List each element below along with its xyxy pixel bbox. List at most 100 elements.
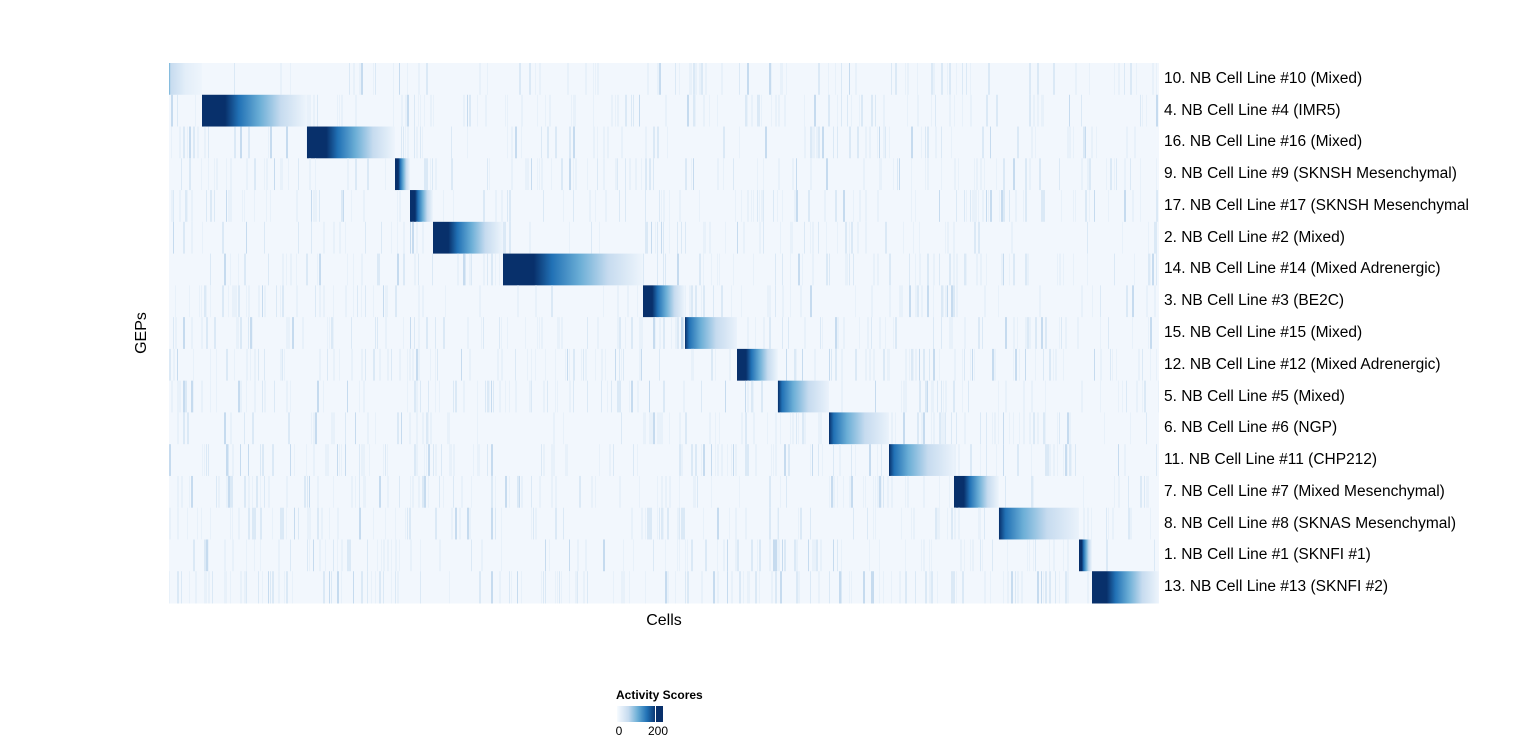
cell-stripe [907,63,909,96]
cell-stripe [863,158,865,191]
cell-stripe [1023,380,1025,413]
cell-stripe [1033,475,1034,509]
cell-stripe [298,221,299,255]
cell-stripe [1081,94,1082,128]
cell-stripe [775,253,776,286]
cell-stripe [994,348,996,382]
cell-stripe [629,158,631,191]
cell-stripe [583,348,584,382]
cell-stripe [899,571,901,604]
cell-stripe [412,475,414,509]
cell-stripe [1059,412,1060,445]
cell-stripe [613,444,614,477]
cell-stripe [607,380,608,413]
cell-stripe [790,412,791,445]
cell-stripe [715,348,716,382]
cell-stripe [309,539,310,572]
cell-stripe [790,253,791,286]
cell-stripe [711,475,712,509]
cell-stripe [1108,317,1109,350]
cell-stripe [956,412,957,445]
cell-stripe [763,317,765,350]
cell-stripe [645,507,646,540]
cell-stripe [954,444,956,477]
cell-stripe [901,507,902,540]
cell-stripe [996,444,997,477]
cell-stripe [921,285,923,318]
cell-stripe [782,317,783,350]
cell-stripe [240,444,241,477]
cell-stripe [733,253,734,286]
cell-stripe [307,539,308,572]
cell-stripe [1087,221,1088,255]
cell-stripe [313,412,315,445]
cell-stripe [837,317,839,350]
cell-stripe [204,539,206,572]
cell-stripe [306,126,307,159]
cell-stripe [535,285,537,318]
row-label: 11. NB Cell Line #11 (CHP212) [1164,451,1378,469]
cell-stripe [341,190,343,223]
cell-stripe [863,571,865,604]
cell-stripe [828,63,829,96]
cell-stripe [315,190,317,223]
cell-stripe [367,539,368,572]
cell-stripe [1152,253,1154,286]
cell-stripe [216,380,217,413]
cell-stripe [1025,190,1027,223]
cell-stripe [784,539,786,572]
cell-stripe [837,126,838,159]
cell-stripe [715,412,716,445]
cell-stripe [1053,539,1055,572]
cell-stripe [949,475,950,509]
cell-stripe [683,317,684,350]
cell-stripe [1027,317,1029,350]
cell-stripe [246,348,248,382]
cell-stripe [841,348,843,382]
cell-stripe [984,285,986,318]
cell-stripe [782,539,783,572]
cell-stripe [623,348,624,382]
cell-stripe [1007,539,1008,572]
cell-stripe [675,63,676,96]
cell-stripe [214,190,215,223]
cell-stripe [1041,571,1042,604]
cell-stripe [418,253,419,286]
cell-stripe [1142,380,1143,413]
cell-stripe [240,126,242,159]
cell-stripe [937,571,938,604]
cell-stripe [826,253,828,286]
cell-stripe [280,507,282,540]
cell-stripe [1075,444,1076,477]
cell-stripe [533,507,534,540]
cell-stripe [345,221,346,255]
cell-stripe [767,285,769,318]
cell-stripe [705,63,707,96]
cell-stripe [683,507,685,540]
cell-stripe [569,126,571,159]
cell-stripe [931,63,933,96]
cell-stripe [923,412,925,445]
cell-stripe [679,190,681,223]
cell-stripe [721,444,723,477]
cell-stripe [363,444,365,477]
cell-stripe [307,507,309,540]
cell-stripe [1057,444,1058,477]
cell-stripe [302,317,304,350]
cell-stripe [905,571,907,604]
cell-stripe [1087,571,1089,604]
cell-stripe [697,475,698,509]
cell-stripe [505,94,506,128]
cell-stripe [1057,253,1058,286]
cell-stripe [919,348,920,382]
cell-stripe [541,444,542,477]
cell-stripe [268,253,269,286]
cell-stripe [453,444,455,477]
gep-block [503,253,643,286]
cell-stripe [1005,475,1006,509]
cell-stripe [169,444,171,477]
cell-stripe [625,190,626,223]
cell-stripe [416,348,418,382]
cell-stripe [937,380,938,413]
cell-stripe [925,126,926,159]
